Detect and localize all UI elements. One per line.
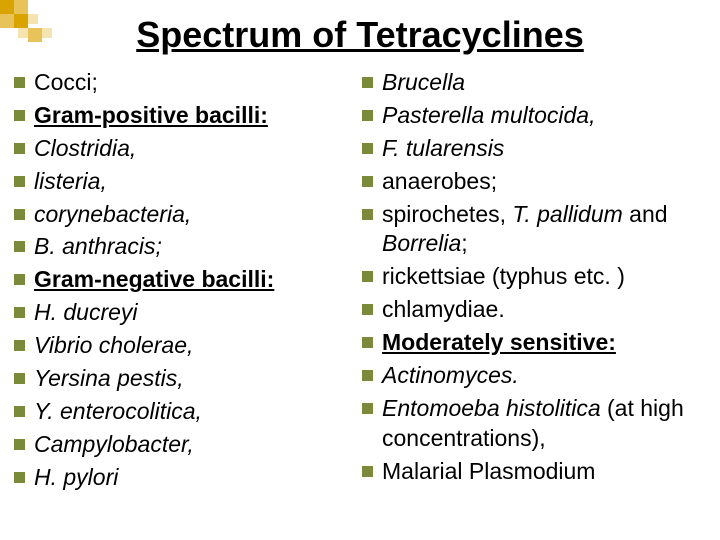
square-bullet-icon	[362, 77, 373, 88]
list-item-text: B. anthracis;	[34, 232, 162, 262]
list-item-text: Malarial Plasmodium	[382, 457, 595, 487]
list-item: F. tularensis	[362, 134, 706, 164]
decoration-square	[18, 28, 28, 38]
square-bullet-icon	[14, 472, 25, 483]
list-item: H. ducreyi	[14, 298, 358, 328]
right-column: BrucellaPasterella multocida,F. tularens…	[362, 68, 706, 496]
decoration-square	[42, 28, 52, 38]
list-item-text: corynebacteria,	[34, 200, 191, 230]
list-item: Campylobacter,	[14, 430, 358, 460]
list-item-text: Vibrio cholerae,	[34, 331, 193, 361]
slide-title: Spectrum of Tetracyclines	[0, 0, 720, 64]
list-item: Cocci;	[14, 68, 358, 98]
square-bullet-icon	[362, 370, 373, 381]
list-item-text: Cocci;	[34, 68, 98, 98]
list-item: Pasterella multocida,	[362, 101, 706, 131]
square-bullet-icon	[14, 307, 25, 318]
list-item: Malarial Plasmodium	[362, 457, 706, 487]
list-item-text: Gram-positive bacilli:	[34, 101, 268, 131]
list-item: rickettsiae (typhus etc. )	[362, 262, 706, 292]
list-item-text: Moderately sensitive:	[382, 328, 616, 358]
list-item: B. anthracis;	[14, 232, 358, 262]
square-bullet-icon	[14, 439, 25, 450]
square-bullet-icon	[14, 209, 25, 220]
list-item-text: H. ducreyi	[34, 298, 138, 328]
list-item-text: rickettsiae (typhus etc. )	[382, 262, 625, 292]
content-columns: Cocci;Gram-positive bacilli:Clostridia,l…	[0, 64, 720, 496]
square-bullet-icon	[14, 241, 25, 252]
list-item-text: H. pylori	[34, 463, 118, 493]
list-item: Clostridia,	[14, 134, 358, 164]
square-bullet-icon	[14, 406, 25, 417]
square-bullet-icon	[362, 110, 373, 121]
list-item: anaerobes;	[362, 167, 706, 197]
decoration-square	[14, 14, 28, 28]
decoration-square	[14, 0, 28, 14]
list-item-text: Yersina pestis,	[34, 364, 184, 394]
list-item: corynebacteria,	[14, 200, 358, 230]
decoration-square	[0, 14, 14, 28]
square-bullet-icon	[14, 176, 25, 187]
list-item-text: Pasterella multocida,	[382, 101, 596, 131]
decoration-square	[28, 28, 42, 42]
list-item-text: F. tularensis	[382, 134, 504, 164]
list-item: H. pylori	[14, 463, 358, 493]
square-bullet-icon	[14, 77, 25, 88]
square-bullet-icon	[14, 274, 25, 285]
decoration-square	[0, 0, 14, 14]
square-bullet-icon	[362, 209, 373, 220]
left-column: Cocci;Gram-positive bacilli:Clostridia,l…	[14, 68, 358, 496]
list-item-text: Entomoeba histolitica (at high concentra…	[382, 394, 706, 454]
list-item-text: Campylobacter,	[34, 430, 194, 460]
list-item: Vibrio cholerae,	[14, 331, 358, 361]
list-item: spirochetes, T. pallidum and Borrelia;	[362, 200, 706, 260]
corner-decoration	[0, 0, 60, 50]
square-bullet-icon	[362, 143, 373, 154]
list-item: Yersina pestis,	[14, 364, 358, 394]
square-bullet-icon	[14, 110, 25, 121]
list-item-text: anaerobes;	[382, 167, 497, 197]
square-bullet-icon	[362, 466, 373, 477]
list-item: Gram-negative bacilli:	[14, 265, 358, 295]
list-item-text: listeria,	[34, 167, 107, 197]
list-item-text: Gram-negative bacilli:	[34, 265, 274, 295]
list-item: Entomoeba histolitica (at high concentra…	[362, 394, 706, 454]
list-item: Brucella	[362, 68, 706, 98]
list-item: chlamydiae.	[362, 295, 706, 325]
decoration-square	[28, 14, 38, 24]
list-item-text: Y. enterocolitica,	[34, 397, 202, 427]
square-bullet-icon	[14, 340, 25, 351]
list-item: listeria,	[14, 167, 358, 197]
list-item: Actinomyces.	[362, 361, 706, 391]
list-item: Moderately sensitive:	[362, 328, 706, 358]
list-item-text: Clostridia,	[34, 134, 136, 164]
square-bullet-icon	[362, 403, 373, 414]
list-item: Y. enterocolitica,	[14, 397, 358, 427]
square-bullet-icon	[362, 337, 373, 348]
square-bullet-icon	[14, 143, 25, 154]
list-item-text: spirochetes, T. pallidum and Borrelia;	[382, 200, 706, 260]
square-bullet-icon	[362, 176, 373, 187]
square-bullet-icon	[362, 304, 373, 315]
square-bullet-icon	[14, 373, 25, 384]
square-bullet-icon	[362, 271, 373, 282]
list-item: Gram-positive bacilli:	[14, 101, 358, 131]
list-item-text: Actinomyces.	[382, 361, 519, 391]
list-item-text: Brucella	[382, 68, 465, 98]
list-item-text: chlamydiae.	[382, 295, 505, 325]
